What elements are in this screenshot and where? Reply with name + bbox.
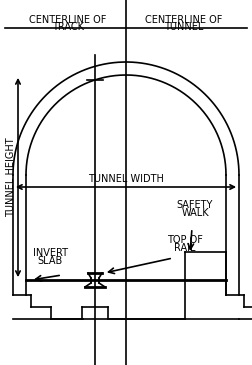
- Text: SLAB: SLAB: [37, 256, 63, 266]
- Text: SAFETY: SAFETY: [177, 200, 213, 210]
- Text: TUNNEL HEIGHT: TUNNEL HEIGHT: [6, 138, 16, 217]
- Text: RAIL: RAIL: [174, 243, 196, 253]
- Text: TRACK: TRACK: [52, 22, 84, 32]
- Text: INVERT: INVERT: [33, 248, 68, 258]
- Text: TOP OF: TOP OF: [167, 235, 203, 245]
- Text: CENTERLINE OF: CENTERLINE OF: [145, 15, 223, 25]
- Text: TUNNEL: TUNNEL: [164, 22, 204, 32]
- Text: CENTERLINE OF: CENTERLINE OF: [29, 15, 107, 25]
- Text: TUNNEL WIDTH: TUNNEL WIDTH: [88, 174, 164, 184]
- Text: WALK: WALK: [181, 208, 209, 218]
